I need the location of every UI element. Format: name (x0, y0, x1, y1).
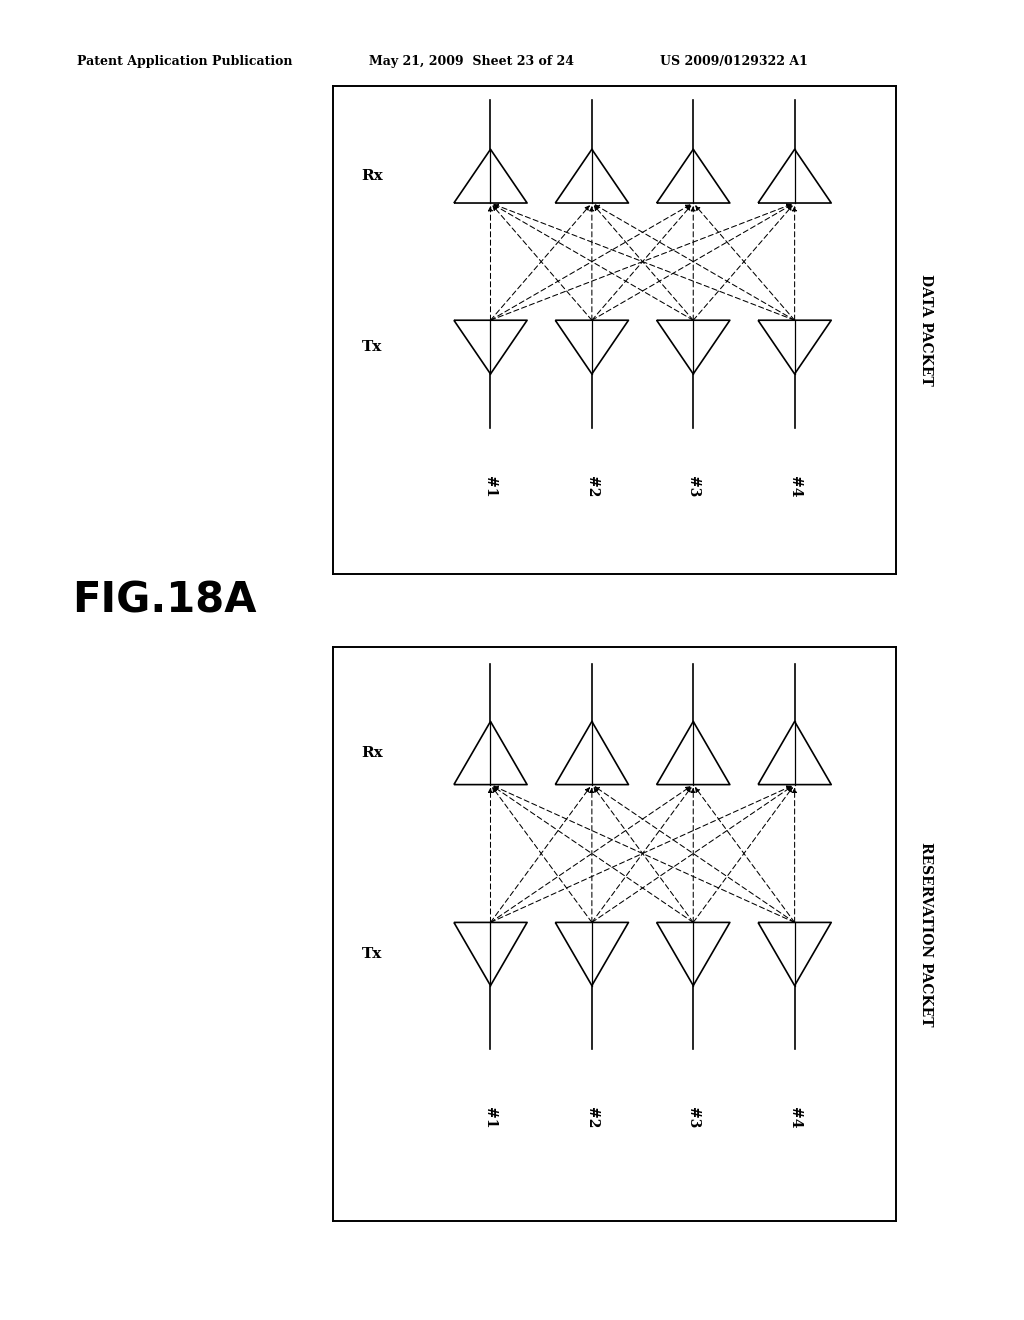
Text: Rx: Rx (361, 169, 383, 183)
Text: May 21, 2009  Sheet 23 of 24: May 21, 2009 Sheet 23 of 24 (369, 55, 573, 69)
Text: RESERVATION PACKET: RESERVATION PACKET (919, 842, 933, 1026)
Text: FIG.18A: FIG.18A (72, 579, 256, 622)
Text: #3: #3 (686, 475, 700, 496)
Text: #3: #3 (686, 1107, 700, 1129)
Text: Patent Application Publication: Patent Application Publication (77, 55, 292, 69)
Text: #1: #1 (483, 475, 498, 498)
Text: Tx: Tx (362, 341, 382, 354)
Text: #2: #2 (585, 475, 599, 496)
Text: Rx: Rx (361, 746, 383, 760)
Text: US 2009/0129322 A1: US 2009/0129322 A1 (660, 55, 808, 69)
Text: #4: #4 (787, 475, 802, 498)
Text: #2: #2 (585, 1107, 599, 1129)
Text: DATA PACKET: DATA PACKET (919, 275, 933, 385)
Text: Tx: Tx (362, 946, 382, 961)
Text: #1: #1 (483, 1107, 498, 1129)
Text: #4: #4 (787, 1107, 802, 1129)
